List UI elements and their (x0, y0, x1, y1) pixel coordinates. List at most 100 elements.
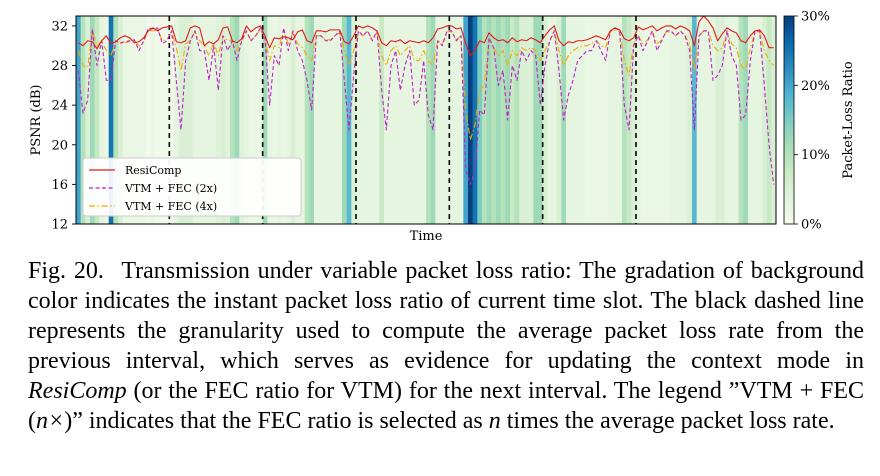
loss-slot (150, 16, 156, 224)
loss-slot (416, 16, 422, 224)
loss-slot (771, 16, 777, 224)
loss-slot (608, 16, 614, 224)
loss-slot (220, 16, 226, 224)
legend-label: VTM + FEC (2x) (124, 182, 217, 195)
loss-slot (104, 16, 110, 224)
loss-slot (547, 16, 553, 224)
loss-slot (183, 16, 189, 224)
loss-slot (496, 16, 502, 224)
loss-slot (234, 16, 240, 224)
loss-slot (412, 16, 418, 224)
loss-slot (244, 16, 250, 224)
loss-slot (752, 16, 758, 224)
colorbar-label: Packet-Loss Ratio (841, 61, 856, 179)
loss-slot (458, 16, 464, 224)
loss-slot (328, 16, 334, 224)
loss-slot (766, 16, 772, 224)
loss-slot (650, 16, 656, 224)
loss-slot (169, 16, 175, 224)
loss-slot (440, 16, 446, 224)
caption-text-4: times the average packet loss rate. (506, 408, 835, 434)
loss-slot (519, 16, 525, 224)
loss-slot (295, 16, 301, 224)
series-line (77, 29, 775, 141)
loss-slot (127, 16, 133, 224)
loss-slot (202, 16, 208, 224)
loss-slot (407, 16, 413, 224)
loss-slot (598, 16, 604, 224)
psnr-chart: 0% 10% 20% 30% Packet-Loss Ratio 12 16 20 24 28 3… (29, 10, 856, 245)
loss-slot (309, 16, 315, 224)
loss-slot (272, 16, 278, 224)
loss-slot (146, 16, 152, 224)
loss-slot (729, 16, 735, 224)
loss-slot (622, 16, 628, 224)
loss-slot (314, 16, 320, 224)
loss-slot (645, 16, 651, 224)
loss-slot (570, 16, 576, 224)
caption-emph: ResiComp (28, 378, 127, 404)
loss-slot (626, 16, 632, 224)
colorbar-tick-label: 30% (801, 10, 830, 25)
loss-slot (248, 16, 254, 224)
loss-slot (528, 16, 534, 224)
loss-slot (514, 16, 520, 224)
loss-slot (482, 16, 488, 224)
loss-slot (197, 16, 203, 224)
caption-label: Fig. 20. (28, 258, 104, 284)
loss-slot (533, 16, 539, 224)
y-tick-label: 20 (51, 138, 68, 153)
loss-slot (388, 16, 394, 224)
loss-slot (342, 16, 348, 224)
loss-slot (556, 16, 562, 224)
loss-slot (379, 16, 385, 224)
loss-slot (94, 16, 100, 224)
loss-slot (351, 16, 357, 224)
loss-slot (174, 16, 180, 224)
legend-label: ResiComp (125, 164, 181, 177)
loss-slot (402, 16, 408, 224)
loss-slot (332, 16, 338, 224)
loss-slot (612, 16, 618, 224)
loss-slot (365, 16, 371, 224)
loss-slot (687, 16, 693, 224)
loss-slot (318, 16, 324, 224)
loss-slot (710, 16, 716, 224)
loss-slot (589, 16, 595, 224)
loss-slot (136, 16, 142, 224)
loss-slot (253, 16, 259, 224)
loss-slot (566, 16, 572, 224)
loss-slot (132, 16, 138, 224)
loss-slot (141, 16, 147, 224)
loss-slot (706, 16, 712, 224)
loss-slot (701, 16, 707, 224)
loss-slot (118, 16, 124, 224)
loss-slot (356, 16, 362, 224)
figure-caption: Fig. 20. Transmission under variable pac… (28, 256, 864, 436)
loss-slot (659, 16, 665, 224)
loss-slot (472, 16, 478, 224)
loss-slot (552, 16, 558, 224)
loss-slot (230, 16, 236, 224)
loss-slot (617, 16, 623, 224)
loss-slot (113, 16, 119, 224)
loss-slot (216, 16, 222, 224)
caption-math-nx: n× (36, 408, 65, 434)
loss-slot (211, 16, 217, 224)
loss-slot (449, 16, 455, 224)
loss-slot (192, 16, 198, 224)
loss-slot (258, 16, 264, 224)
loss-slot (454, 16, 460, 224)
legend: ResiComp VTM + FEC (2x) VTM + FEC (4x) (82, 157, 302, 217)
loss-slot (80, 16, 86, 224)
loss-slot (631, 16, 637, 224)
loss-slot (580, 16, 586, 224)
loss-slot (491, 16, 497, 224)
loss-slot (575, 16, 581, 224)
loss-slot (486, 16, 492, 224)
loss-slot (155, 16, 161, 224)
loss-slot (715, 16, 721, 224)
caption-math-n: n (488, 408, 501, 434)
loss-slot (90, 16, 96, 224)
loss-slot (304, 16, 310, 224)
